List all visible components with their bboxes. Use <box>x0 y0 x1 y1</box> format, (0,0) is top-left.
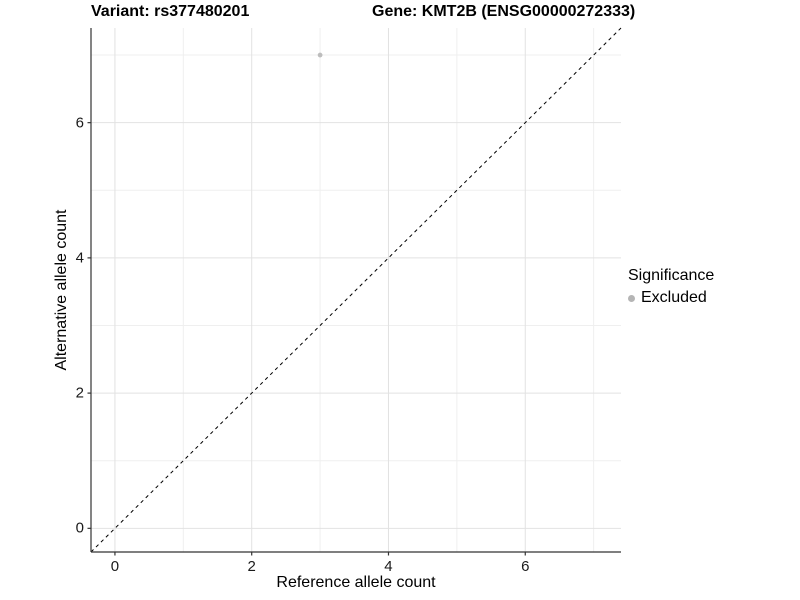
identity-reference-line <box>90 27 622 553</box>
x-tick-label-2: 2 <box>247 558 256 575</box>
legend-item-excluded: Excluded <box>628 289 714 307</box>
y-tick-label-2: 2 <box>75 384 84 402</box>
data-point <box>317 52 323 58</box>
data-points <box>317 52 323 58</box>
axis-tick-marks <box>87 122 526 556</box>
y-tick-label-6: 6 <box>75 114 84 132</box>
y-tick-label-0: 0 <box>75 519 84 537</box>
minor-gridlines <box>91 28 621 552</box>
x-tick-label-6: 6 <box>521 558 530 575</box>
legend-item-label: Excluded <box>641 289 707 306</box>
legend: Significance Excluded <box>628 267 714 307</box>
plot-title-gene: Gene: KMT2B (ENSG00000272333) <box>372 3 636 20</box>
major-gridlines <box>91 28 621 552</box>
y-tick-label-4: 4 <box>75 249 84 267</box>
x-axis-title: Reference allele count <box>276 574 436 591</box>
legend-key-dot-icon <box>628 294 635 302</box>
y-axis-title: Alternative allele count <box>53 209 70 371</box>
plot-title-variant: Variant: rs377480201 <box>91 3 250 20</box>
legend-title: Significance <box>628 267 715 284</box>
x-tick-label-0: 0 <box>110 558 120 575</box>
x-tick-label-4: 4 <box>384 558 393 575</box>
